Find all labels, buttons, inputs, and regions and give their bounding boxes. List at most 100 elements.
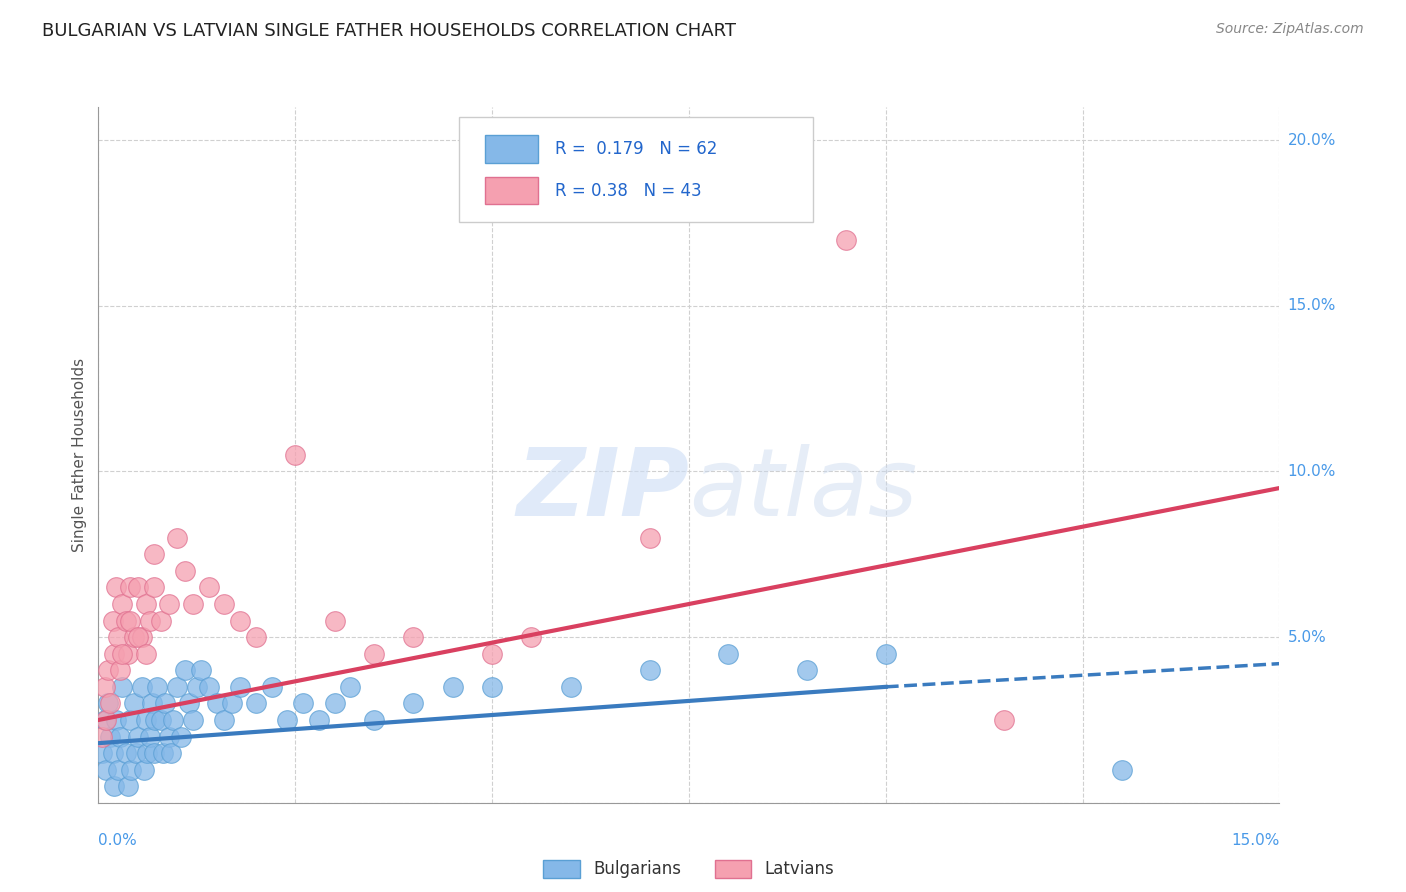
Text: Source: ZipAtlas.com: Source: ZipAtlas.com [1216,22,1364,37]
Point [638,663,661,677]
Point [157,597,180,611]
Point [276,713,298,727]
Point [155,697,177,711]
Point [717,647,740,661]
Point [160,746,183,760]
Text: atlas: atlas [689,444,917,535]
Point [115,614,138,628]
Point [166,531,188,545]
Point [143,713,166,727]
FancyBboxPatch shape [485,135,537,162]
Point [150,614,173,628]
Point [229,614,252,628]
Point [107,630,129,644]
Point [197,680,219,694]
Y-axis label: Single Father Households: Single Father Households [72,358,87,552]
Point [152,746,174,760]
Point [181,597,204,611]
Point [118,581,141,595]
Point [186,680,208,694]
Point [292,697,315,711]
Point [245,630,267,644]
Point [98,730,121,744]
Point [157,730,180,744]
Point [136,746,159,760]
Point [96,763,118,777]
Point [339,680,361,694]
Point [363,713,385,727]
Point [142,581,165,595]
Point [835,233,858,247]
Point [260,680,283,694]
Point [110,730,132,744]
Point [98,697,121,711]
Point [229,680,252,694]
Point [117,647,139,661]
Text: 15.0%: 15.0% [1288,298,1336,313]
Point [245,697,267,711]
Point [118,713,141,727]
Point [796,663,818,677]
Point [142,547,165,561]
Point [97,697,120,711]
Point [993,713,1015,727]
FancyBboxPatch shape [458,118,813,222]
Text: BULGARIAN VS LATVIAN SINGLE FATHER HOUSEHOLDS CORRELATION CHART: BULGARIAN VS LATVIAN SINGLE FATHER HOUSE… [42,22,737,40]
Point [441,680,464,694]
Point [402,697,425,711]
Point [103,647,125,661]
Text: 10.0%: 10.0% [1288,464,1336,479]
Point [104,581,127,595]
Text: 5.0%: 5.0% [1288,630,1326,645]
Point [560,680,582,694]
Legend: Bulgarians, Latvians: Bulgarians, Latvians [537,853,841,885]
Point [323,614,346,628]
Point [117,779,139,793]
Point [101,746,124,760]
Point [181,713,204,727]
Point [111,647,134,661]
Point [104,713,127,727]
Point [135,597,157,611]
Point [162,713,184,727]
Point [135,713,157,727]
Point [177,697,200,711]
Point [125,746,148,760]
Point [96,713,118,727]
Point [166,680,188,694]
Point [115,746,138,760]
Point [135,647,157,661]
Point [132,763,155,777]
Point [111,680,134,694]
Point [138,614,160,628]
Point [481,680,503,694]
Point [103,779,125,793]
Text: R = 0.38   N = 43: R = 0.38 N = 43 [555,182,702,200]
Point [363,647,385,661]
Point [481,647,503,661]
Point [127,581,149,595]
Point [150,713,173,727]
Point [323,697,346,711]
Point [107,763,129,777]
Text: ZIP: ZIP [516,443,689,536]
Point [111,597,134,611]
Point [197,581,219,595]
Point [284,448,307,462]
Point [170,730,193,744]
Point [122,697,145,711]
Point [110,663,132,677]
Point [205,697,228,711]
Point [91,730,114,744]
FancyBboxPatch shape [485,177,537,204]
Point [214,597,236,611]
Point [638,531,661,545]
Point [121,763,143,777]
Point [97,663,120,677]
Point [146,680,169,694]
Point [91,746,114,760]
Point [190,663,212,677]
Point [118,614,141,628]
Text: 20.0%: 20.0% [1288,133,1336,148]
Point [1111,763,1133,777]
